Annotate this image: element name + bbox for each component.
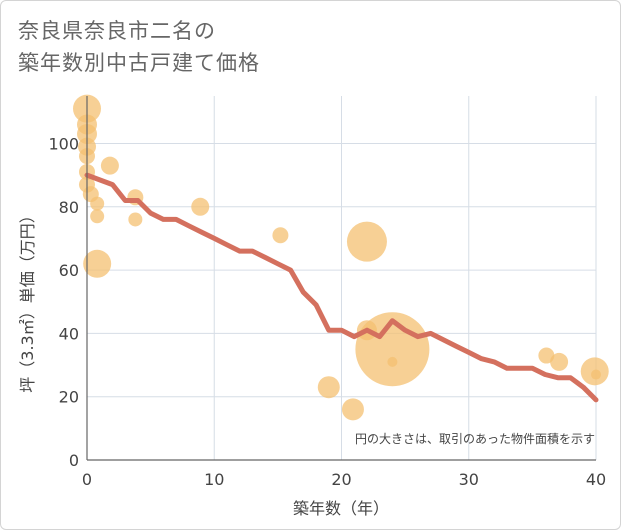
y-tick-label: 100 <box>48 134 79 153</box>
bubble-point <box>591 369 601 380</box>
bubble-point <box>272 227 289 244</box>
bubble-point <box>83 249 112 278</box>
grid-lines <box>87 96 597 460</box>
chart-title: 奈良県奈良市二名の 築年数別中古戸建て価格 <box>18 15 260 79</box>
size-note: 円の大きさは、取引のあった物件面積を示す <box>355 431 595 446</box>
bubble-point <box>90 209 105 224</box>
x-tick-label: 30 <box>459 470 479 489</box>
y-tick-label: 60 <box>59 261 79 280</box>
y-tick-label: 40 <box>59 324 79 343</box>
y-axis-label: 坪（3.3㎡）単価（万円） <box>18 207 37 392</box>
y-tick-label: 0 <box>69 451 79 470</box>
x-tick-label: 0 <box>82 470 92 489</box>
bubble-point <box>128 212 143 227</box>
x-axis-label: 築年数（年） <box>293 499 389 518</box>
x-tick-label: 40 <box>586 470 606 489</box>
bubble-point <box>550 352 569 371</box>
tick-labels: 0 10 20 30 40 0 20 40 60 80 100 <box>48 134 606 489</box>
chart-title-line1: 奈良県奈良市二名の <box>18 19 216 43</box>
bubble-point <box>100 156 119 175</box>
bubble-point <box>538 347 555 364</box>
y-tick-label: 20 <box>59 388 79 407</box>
y-tick-label: 80 <box>59 198 79 217</box>
bubble-point <box>90 196 105 211</box>
bubble-point <box>341 398 364 421</box>
chart-title-line2: 築年数別中古戸建て価格 <box>18 51 260 75</box>
bubble-point <box>191 197 210 216</box>
axes <box>86 96 596 461</box>
bubble-point <box>346 221 387 262</box>
x-tick-label: 20 <box>331 470 351 489</box>
x-tick-label: 10 <box>204 470 224 489</box>
bubble-point <box>387 356 398 367</box>
bubble-point <box>317 376 340 399</box>
trend-line <box>84 172 599 403</box>
